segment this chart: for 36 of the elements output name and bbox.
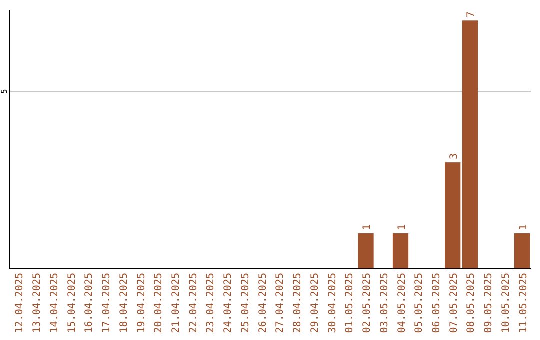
x-tick-label: 21.04.2025: [170, 273, 182, 334]
x-tick-label: 10.05.2025: [500, 273, 512, 334]
x-tick-label: 12.04.2025: [14, 273, 26, 334]
data-label: 1: [518, 224, 530, 231]
x-tick-label: 08.05.2025: [466, 273, 478, 334]
x-tick-label: 29.04.2025: [310, 273, 321, 334]
x-tick-label: 22.04.2025: [188, 273, 200, 334]
data-label: 7: [466, 12, 478, 18]
x-tick-label: 27.04.2025: [275, 273, 286, 334]
data-label: 1: [362, 224, 374, 231]
x-tick-label: 15.04.2025: [66, 273, 78, 334]
x-tick-label: 26.04.2025: [258, 273, 269, 334]
x-tick-label: 25.04.2025: [240, 273, 252, 334]
x-tick-label: 23.04.2025: [206, 273, 217, 334]
x-tick-label: 06.05.2025: [431, 273, 442, 334]
data-label: 3: [448, 154, 460, 160]
data-label: 1: [396, 224, 408, 231]
x-tick-label: 01.05.2025: [344, 273, 356, 334]
x-tick-label: 18.04.2025: [118, 273, 130, 334]
x-tick-label: 14.04.2025: [49, 273, 60, 334]
x-tick-label: 02.05.2025: [362, 273, 374, 334]
x-tick-label: 24.04.2025: [223, 273, 234, 334]
x-tick-label: 07.05.2025: [448, 273, 460, 334]
x-tick-label: 28.04.2025: [292, 273, 304, 334]
x-tick-label: 16.04.2025: [84, 273, 96, 334]
x-tick-label: 09.05.2025: [484, 273, 495, 334]
x-tick-label: 11.05.2025: [518, 273, 530, 334]
x-tick-label: 17.04.2025: [102, 273, 113, 334]
x-tick-label: 19.04.2025: [136, 273, 148, 334]
ref-line-label: 5: [0, 89, 9, 94]
x-tick-label: 04.05.2025: [396, 273, 408, 334]
x-tick-label: 03.05.2025: [379, 273, 390, 334]
x-tick-label: 20.04.2025: [154, 273, 165, 334]
x-tick-label: 13.04.2025: [32, 273, 44, 334]
x-tick-label: 05.05.2025: [414, 273, 426, 334]
x-tick-label: 30.04.2025: [327, 273, 338, 334]
